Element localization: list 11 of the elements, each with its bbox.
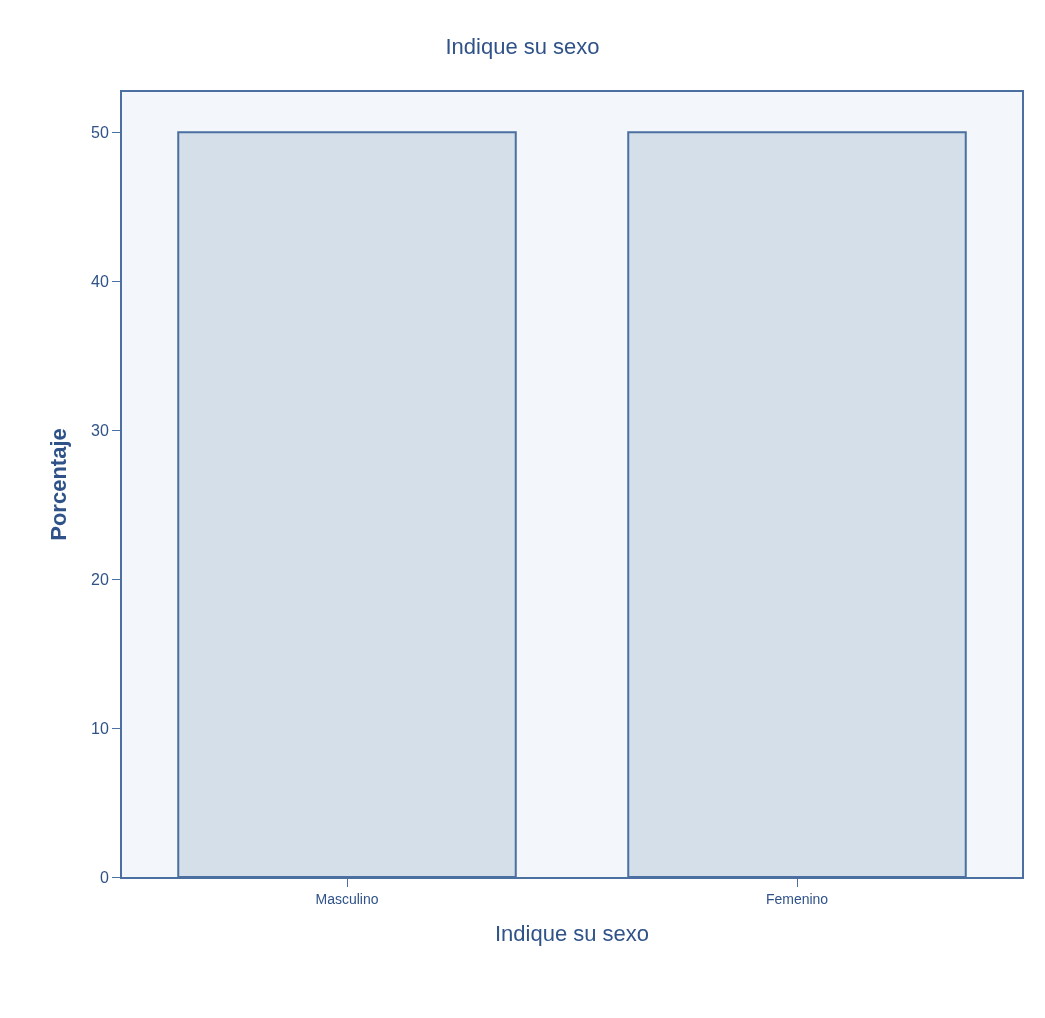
- x-tick-label: Femenino: [765, 890, 829, 907]
- x-tick-label: Masculino: [315, 890, 379, 907]
- y-tick-label: 10: [91, 719, 109, 737]
- y-tick-label: 40: [91, 272, 109, 290]
- y-tick-label: 20: [91, 570, 109, 588]
- y-tick-label: 0: [99, 868, 109, 886]
- y-tick-label: 30: [91, 421, 109, 439]
- chart-title: Indique su sexo: [445, 33, 600, 59]
- y-axis-title: Porcentaje: [46, 428, 72, 541]
- y-tick-label: 50: [91, 123, 109, 141]
- x-axis-title: Indique su sexo: [494, 921, 650, 947]
